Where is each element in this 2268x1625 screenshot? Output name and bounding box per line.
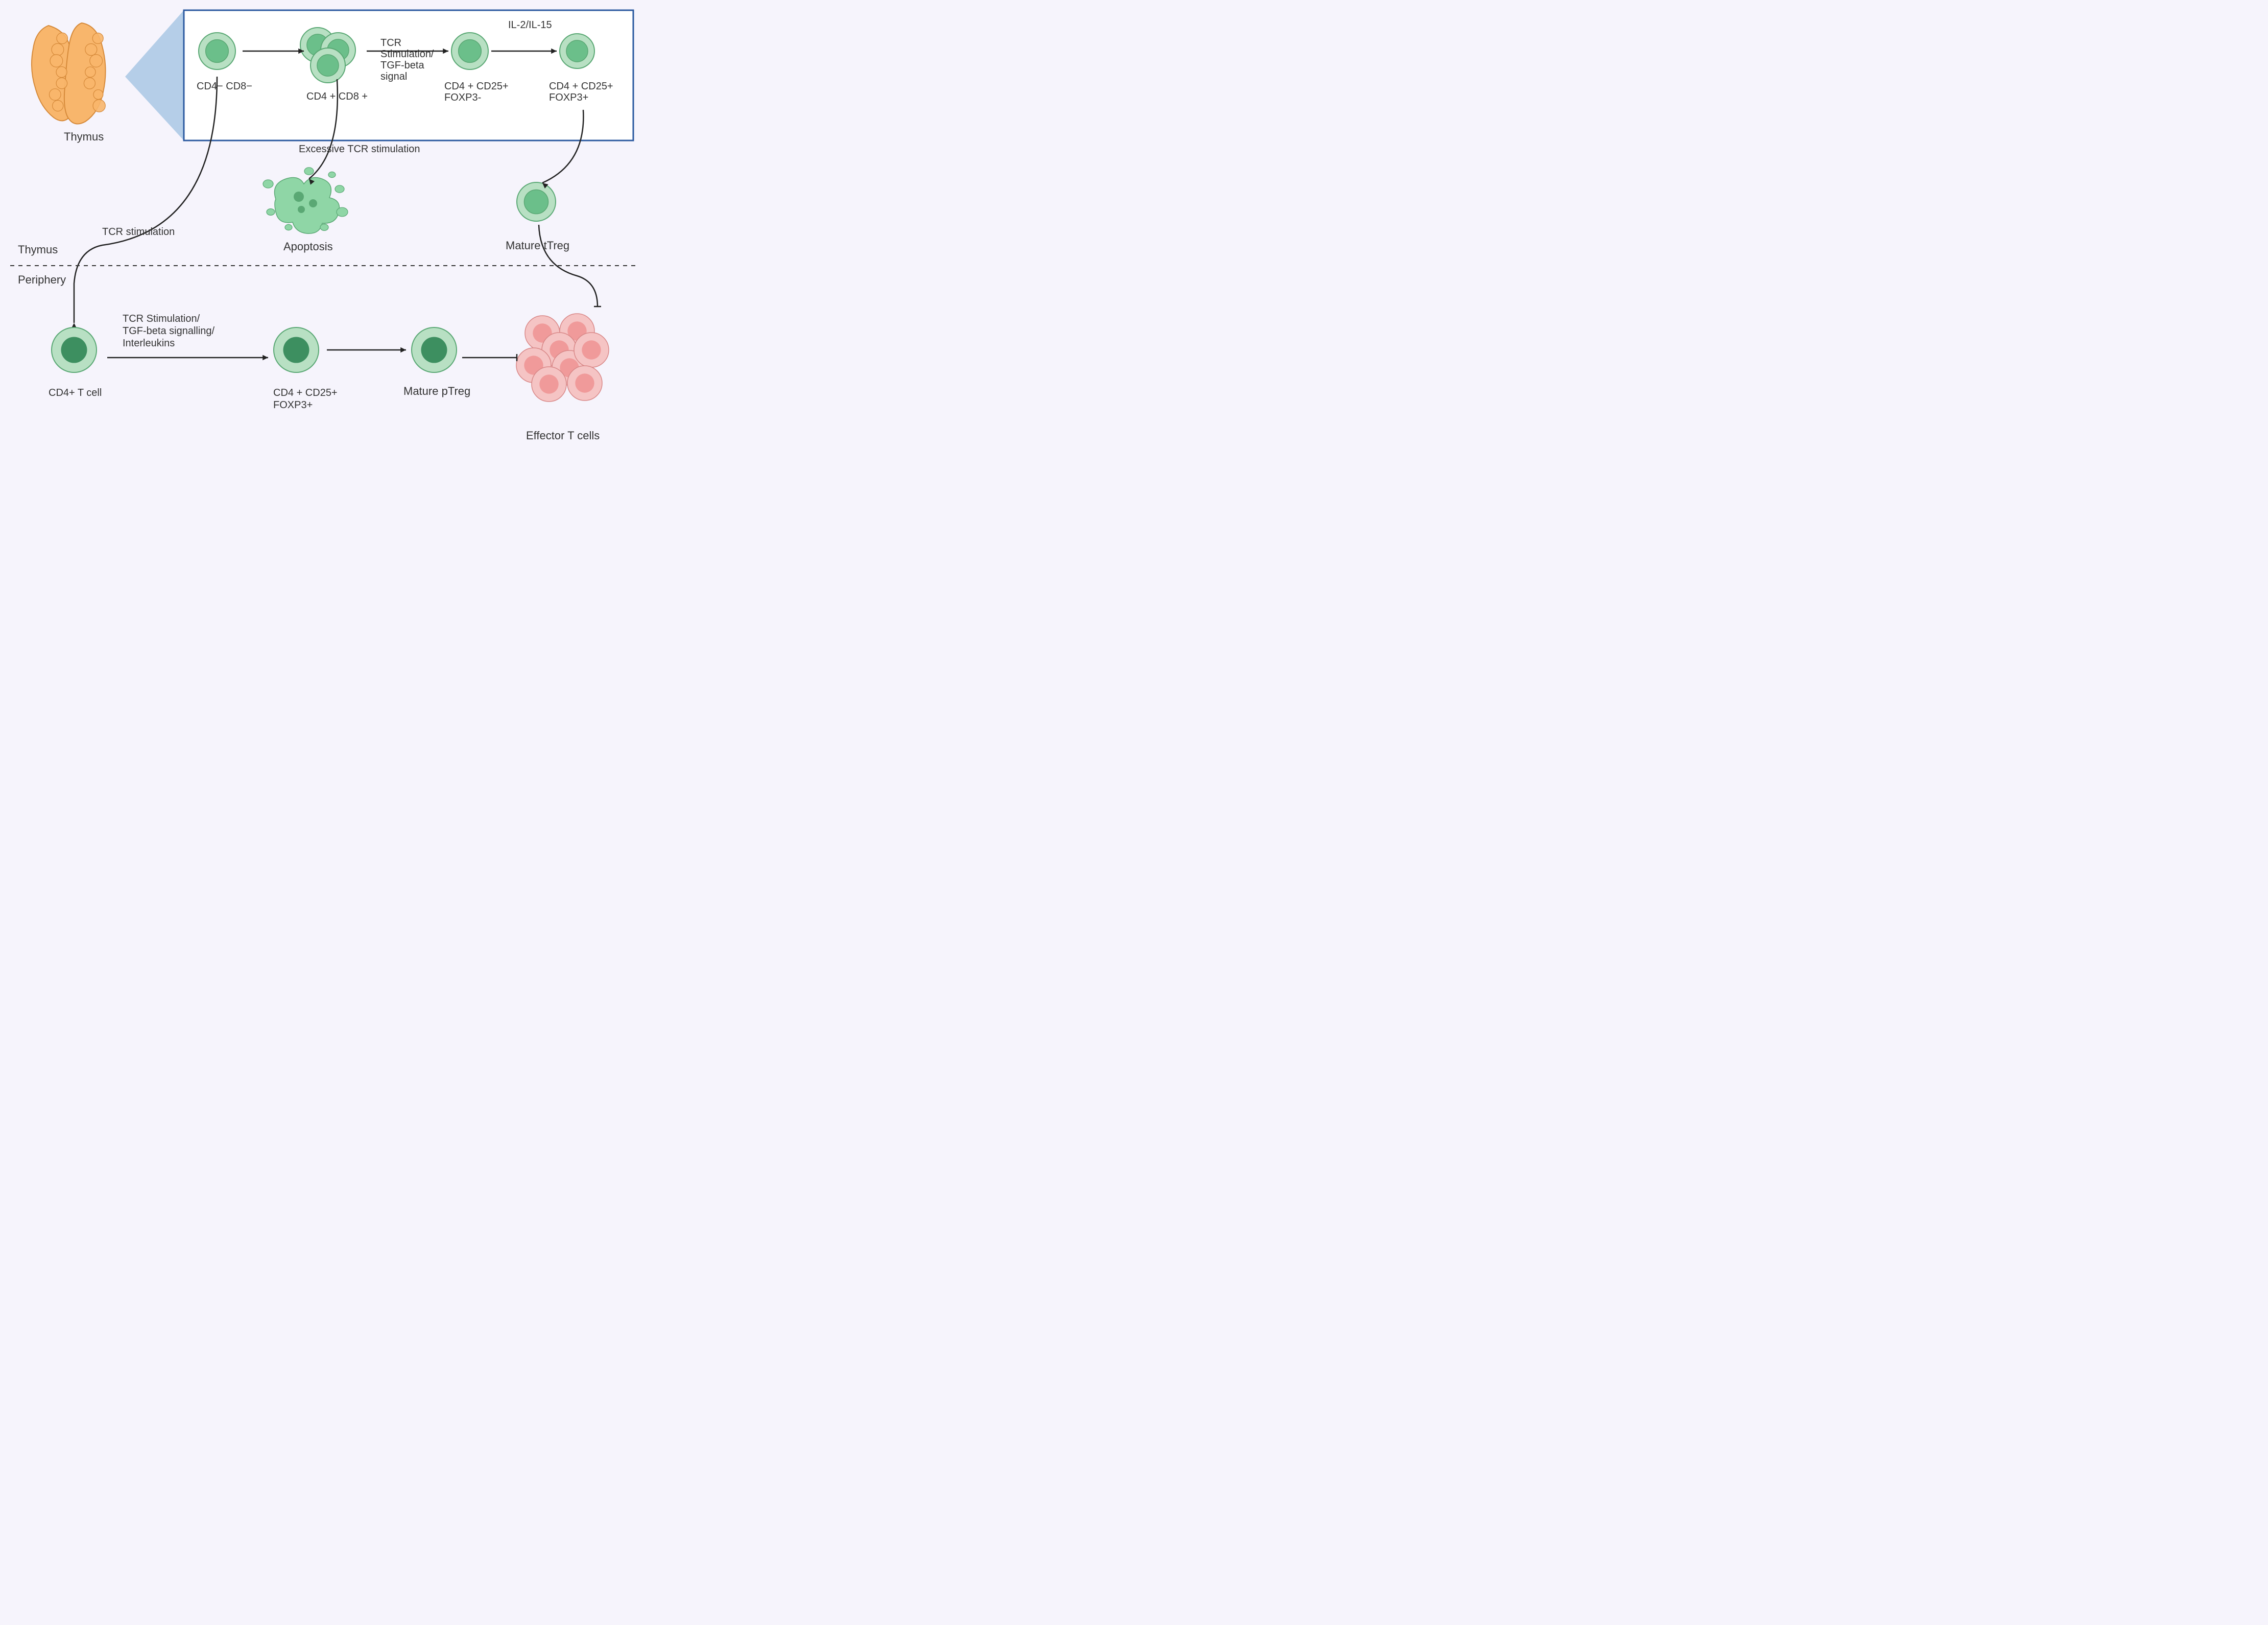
- svg-text:FOXP3+: FOXP3+: [273, 399, 313, 411]
- effector-t-cells: [516, 314, 609, 402]
- svg-text:IL-2/IL-15: IL-2/IL-15: [508, 19, 552, 31]
- svg-text:Interleukins: Interleukins: [123, 338, 175, 349]
- arrow-cd4-foxp: [107, 355, 268, 361]
- zoom-wedge: [125, 10, 184, 140]
- cell-cd4t: [52, 327, 97, 372]
- svg-text:CD4 + CD25+: CD4 + CD25+: [444, 81, 509, 92]
- svg-text:TGF-beta signalling/: TGF-beta signalling/: [123, 325, 215, 337]
- cell-mature-ttreg: [517, 182, 556, 221]
- inhibit-ptreg-effector: [462, 354, 517, 361]
- svg-text:FOXP3-: FOXP3-: [444, 92, 481, 103]
- cell-foxp3pos: [560, 34, 594, 68]
- cell-periph-foxp3: [274, 327, 319, 372]
- svg-text:Thymus: Thymus: [18, 243, 58, 256]
- svg-text:Effector T cells: Effector T cells: [526, 429, 600, 442]
- apoptosis-blob: [263, 168, 348, 233]
- svg-text:CD4 + CD25+: CD4 + CD25+: [273, 387, 338, 398]
- cell-foxp3neg: [451, 33, 488, 69]
- svg-text:CD4+ T cell: CD4+ T cell: [49, 387, 102, 398]
- svg-text:CD4 + CD25+: CD4 + CD25+: [549, 81, 613, 92]
- svg-text:TCR Stimulation/: TCR Stimulation/: [123, 313, 200, 324]
- cell-mature-ptreg: [412, 327, 457, 372]
- svg-text:signal: signal: [380, 71, 407, 82]
- svg-text:Mature tTreg: Mature tTreg: [506, 239, 569, 252]
- svg-text:Mature pTreg: Mature pTreg: [403, 385, 470, 397]
- thymus-organ: [32, 23, 106, 124]
- svg-text:Apoptosis: Apoptosis: [283, 240, 333, 253]
- svg-text:TCR: TCR: [380, 37, 401, 49]
- svg-text:Periphery: Periphery: [18, 273, 66, 286]
- svg-text:CD4− CD8−: CD4− CD8−: [197, 81, 252, 92]
- svg-text:Thymus: Thymus: [64, 130, 104, 143]
- svg-text:Stimulation/: Stimulation/: [380, 49, 434, 60]
- svg-text:FOXP3+: FOXP3+: [549, 92, 588, 103]
- arrow-foxp-ptreg: [327, 347, 406, 353]
- svg-text:TGF-beta: TGF-beta: [380, 60, 424, 71]
- svg-text:TCR stimulation: TCR stimulation: [102, 226, 175, 238]
- cell-dn: [199, 33, 235, 69]
- svg-text:Excessive TCR stimulation: Excessive TCR stimulation: [299, 144, 420, 155]
- thymus-zoom-box: [184, 10, 633, 140]
